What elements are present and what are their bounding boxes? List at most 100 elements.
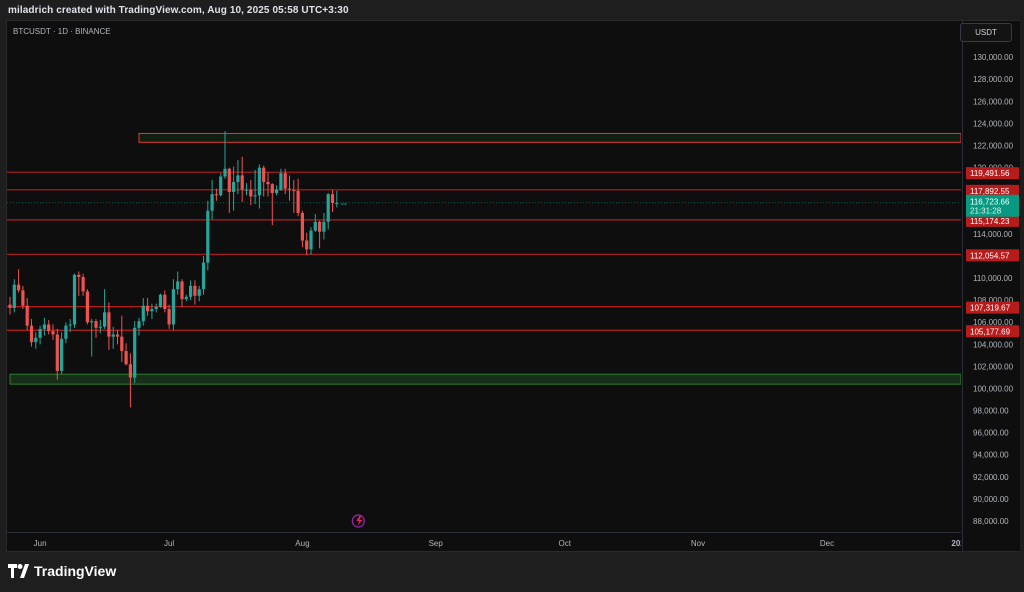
- candle-body: [167, 309, 171, 325]
- level-price-label: 112,054.57: [970, 251, 1010, 260]
- candle-body: [38, 328, 42, 338]
- price-tick-label: 102,000.00: [973, 362, 1014, 371]
- level-price-tag: [966, 301, 1019, 314]
- price-tick-label: 126,000.00: [973, 97, 1014, 106]
- candle-body: [12, 284, 16, 308]
- price-tick-label: 98,000.00: [973, 407, 1009, 416]
- level-price-tag: [966, 249, 1019, 262]
- candle-body: [111, 334, 115, 337]
- candle-body: [42, 324, 46, 329]
- export-caption: miladrich created with TradingView.com, …: [8, 5, 349, 16]
- candle-body: [171, 289, 175, 325]
- candle-body: [330, 194, 335, 204]
- level-price-label: 107,319.67: [970, 304, 1011, 313]
- candle-body: [214, 194, 218, 196]
- price-tick-label: 100,000.00: [973, 384, 1014, 393]
- candle-body: [51, 331, 55, 335]
- candle-body: [270, 184, 274, 194]
- candle-body: [232, 182, 236, 192]
- level-price-tag: [966, 325, 1019, 338]
- candle-body: [227, 168, 231, 192]
- candle-body: [47, 324, 51, 332]
- candle-body: [8, 304, 12, 308]
- candle-body: [85, 291, 89, 323]
- candle-body: [68, 324, 72, 326]
- candle-body: [141, 305, 145, 322]
- candle-body: [279, 173, 283, 190]
- price-tick-label: 88,000.00: [973, 517, 1009, 526]
- level-price-label: 117,892.55: [970, 187, 1010, 196]
- price-tick-label: 96,000.00: [973, 429, 1009, 438]
- price-tick-label: 104,000.00: [973, 340, 1014, 349]
- candle-body: [313, 221, 317, 231]
- time-tick-label: Sep: [429, 539, 444, 548]
- time-tick-label: Nov: [691, 539, 705, 548]
- candle-body: [193, 285, 197, 296]
- level-price-tag: [966, 214, 1019, 227]
- price-scale[interactable]: 88,000.00 90,000.00 92,000.00 94,000.00 96,0…: [962, 21, 1020, 551]
- candle-body: [146, 305, 150, 312]
- candle-body: [77, 274, 81, 278]
- time-tick-label: Aug: [295, 539, 309, 548]
- candle-body: [201, 262, 206, 290]
- candle-body: [180, 281, 184, 300]
- candle-body: [283, 173, 287, 189]
- candle-body: [249, 189, 253, 197]
- symbol-title[interactable]: BTCUSDT · 1D · BINANCE: [13, 27, 111, 36]
- footer: [0, 552, 1024, 592]
- candle-body: [184, 296, 188, 300]
- candle-body: [128, 364, 132, 378]
- candle-body: [253, 195, 257, 197]
- candle-body: [326, 194, 330, 222]
- candle-body: [189, 285, 193, 297]
- last-price-tag: [966, 194, 1019, 217]
- candle-body: [17, 284, 21, 291]
- time-tick-label: Oct: [558, 539, 571, 548]
- chart-panel[interactable]: ⁎⁎ BTCUSDT · 1D · BINANCE 88,000.00 90,00…: [6, 20, 1020, 552]
- candle-body: [305, 240, 309, 250]
- price-tick-label: 130,000.00: [973, 53, 1014, 62]
- time-axis[interactable]: Jun Jul Aug Sep Oct Nov Dec 2026: [7, 533, 970, 552]
- candle-body: [90, 321, 94, 323]
- price-tick-label: 114,000.00: [973, 230, 1013, 239]
- candle-body: [244, 189, 249, 191]
- events-lightning-icon: [351, 514, 365, 528]
- price-tick-label: 128,000.00: [973, 75, 1014, 84]
- candle-body: [300, 212, 304, 241]
- resistance-zone: [138, 132, 961, 143]
- candle-body: [266, 182, 270, 185]
- candle-body: [275, 189, 279, 194]
- candle-body: [154, 306, 158, 310]
- level-price-label: 119,491.56: [970, 169, 1010, 178]
- price-tick-label: 124,000.00: [973, 119, 1014, 128]
- plot-area[interactable]: ⁎⁎ BTCUSDT · 1D · BINANCE: [7, 21, 961, 531]
- candle-body: [240, 175, 244, 190]
- candle-body: [124, 351, 128, 365]
- candle-body: [21, 290, 25, 306]
- price-axis[interactable]: 88,000.00 90,000.00 92,000.00 94,000.00 96,0…: [963, 21, 1020, 551]
- candle-body: [296, 190, 300, 213]
- candle-body: [133, 327, 137, 378]
- candle-body: [257, 167, 261, 196]
- price-tick-label: 110,000.00: [973, 274, 1013, 283]
- brand-name: TradingView: [34, 563, 117, 579]
- currency-button[interactable]: USDT: [960, 23, 1012, 42]
- candle-body: [210, 194, 214, 211]
- candle-body: [292, 189, 296, 191]
- time-scale[interactable]: Jun Jul Aug Sep Oct Nov Dec 2026: [7, 532, 970, 552]
- candle-body: [60, 338, 64, 371]
- candle-body: [64, 325, 68, 339]
- price-tick-label: 106,000.00: [973, 318, 1014, 327]
- candle-body: [223, 168, 227, 177]
- level-price-label: 105,177.69: [970, 327, 1011, 336]
- countdown-label: 21:31:28: [970, 207, 1002, 216]
- candle-body: [318, 221, 322, 232]
- price-tick-label: 108,000.00: [973, 296, 1014, 305]
- candle-body: [197, 289, 201, 296]
- candle-body: [309, 230, 313, 250]
- candle-body: [120, 336, 124, 352]
- candle-body: [81, 277, 85, 292]
- candle-body: [262, 167, 266, 183]
- candlestick-chart[interactable]: ⁎⁎: [7, 21, 961, 531]
- price-tick-label: 94,000.00: [973, 451, 1009, 460]
